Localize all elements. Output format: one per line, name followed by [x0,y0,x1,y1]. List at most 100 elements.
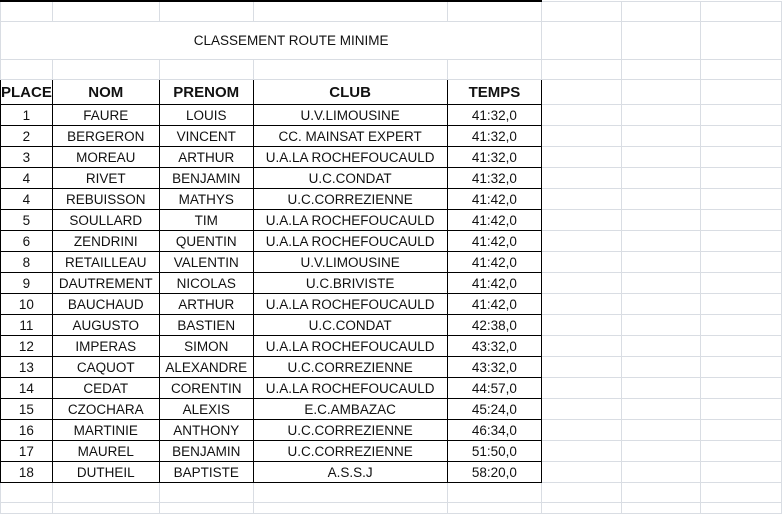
cell-place[interactable]: 4 [0,188,53,210]
cell[interactable] [700,21,782,60]
cell[interactable] [541,79,622,105]
cell-prenom[interactable]: ALEXIS [158,398,254,420]
cell[interactable] [51,59,160,80]
cell-club[interactable]: U.C.CONDAT [252,167,448,189]
cell[interactable] [0,0,53,22]
cell-temps[interactable]: 41:42,0 [446,251,543,273]
cell[interactable] [700,314,782,336]
cell[interactable] [541,440,622,462]
cell[interactable] [541,314,622,336]
cell[interactable] [700,482,782,503]
cell-club[interactable]: U.V.LIMOUSINE [252,104,448,126]
cell[interactable] [541,502,622,514]
cell[interactable] [620,0,702,22]
cell-temps[interactable]: 46:34,0 [446,419,543,441]
cell-club[interactable]: E.C.AMBAZAC [252,398,448,420]
cell-place[interactable]: 17 [0,440,53,462]
cell[interactable] [700,398,782,420]
cell-club[interactable]: U.C.CORREZIENNE [252,356,448,378]
cell-place[interactable]: 12 [0,335,53,357]
cell-prenom[interactable]: ARTHUR [158,146,254,168]
cell-temps[interactable]: 43:32,0 [446,356,543,378]
cell[interactable] [541,188,622,210]
cell[interactable] [541,272,622,294]
cell-prenom[interactable]: VINCENT [158,125,254,147]
cell-place[interactable]: 6 [0,230,53,252]
cell[interactable] [252,502,448,514]
cell[interactable] [252,59,448,80]
cell-place[interactable]: 3 [0,146,53,168]
cell[interactable] [541,59,622,80]
cell[interactable] [446,482,543,503]
cell[interactable] [51,0,160,22]
cell[interactable] [541,419,622,441]
cell-temps[interactable]: 41:32,0 [446,167,543,189]
cell[interactable] [620,146,702,168]
sheet-title[interactable]: CLASSEMENT ROUTE MINIME [0,21,543,60]
cell-place[interactable]: 10 [0,293,53,315]
cell[interactable] [541,146,622,168]
cell[interactable] [541,0,622,22]
cell[interactable] [700,146,782,168]
cell[interactable] [620,21,702,60]
cell-prenom[interactable]: SIMON [158,335,254,357]
cell-prenom[interactable]: NICOLAS [158,272,254,294]
cell-temps[interactable]: 41:42,0 [446,293,543,315]
cell-club[interactable]: U.A.LA ROCHEFOUCAULD [252,209,448,231]
cell[interactable] [700,104,782,126]
cell-nom[interactable]: CZOCHARA [51,398,160,420]
cell[interactable] [51,502,160,514]
cell-prenom[interactable]: MATHYS [158,188,254,210]
cell[interactable] [620,293,702,315]
cell[interactable] [0,502,53,514]
cell-nom[interactable]: MAUREL [51,440,160,462]
cell-temps[interactable]: 44:57,0 [446,377,543,399]
cell[interactable] [700,209,782,231]
cell[interactable] [51,482,160,503]
cell[interactable] [541,377,622,399]
cell[interactable] [620,377,702,399]
cell[interactable] [620,230,702,252]
cell-temps[interactable]: 41:42,0 [446,188,543,210]
cell[interactable] [541,482,622,503]
cell[interactable] [158,0,254,22]
cell[interactable] [700,502,782,514]
cell-prenom[interactable]: BAPTISTE [158,461,254,483]
cell-place[interactable]: 9 [0,272,53,294]
cell-nom[interactable]: REBUISSON [51,188,160,210]
cell[interactable] [700,356,782,378]
cell[interactable] [0,482,53,503]
cell[interactable] [700,79,782,105]
cell-nom[interactable]: BAUCHAUD [51,293,160,315]
cell-place[interactable]: 13 [0,356,53,378]
header-temps[interactable]: TEMPS [446,79,543,105]
cell-nom[interactable]: MOREAU [51,146,160,168]
cell[interactable] [700,419,782,441]
cell-club[interactable]: U.A.LA ROCHEFOUCAULD [252,377,448,399]
cell-nom[interactable]: RIVET [51,167,160,189]
cell-place[interactable]: 16 [0,419,53,441]
cell[interactable] [620,482,702,503]
cell-temps[interactable]: 45:24,0 [446,398,543,420]
cell[interactable] [158,59,254,80]
cell-nom[interactable]: MARTINIE [51,419,160,441]
cell[interactable] [620,104,702,126]
cell[interactable] [541,356,622,378]
cell-nom[interactable]: BERGERON [51,125,160,147]
cell[interactable] [620,502,702,514]
cell[interactable] [620,59,702,80]
cell[interactable] [541,461,622,483]
cell-place[interactable]: 4 [0,167,53,189]
cell[interactable] [700,188,782,210]
cell-nom[interactable]: SOULLARD [51,209,160,231]
cell[interactable] [700,272,782,294]
cell-temps[interactable]: 42:38,0 [446,314,543,336]
cell[interactable] [700,59,782,80]
cell[interactable] [541,230,622,252]
cell-club[interactable]: A.S.S.J [252,461,448,483]
cell[interactable] [446,59,543,80]
cell[interactable] [620,125,702,147]
cell[interactable] [700,251,782,273]
cell-nom[interactable]: CEDAT [51,377,160,399]
cell[interactable] [620,398,702,420]
